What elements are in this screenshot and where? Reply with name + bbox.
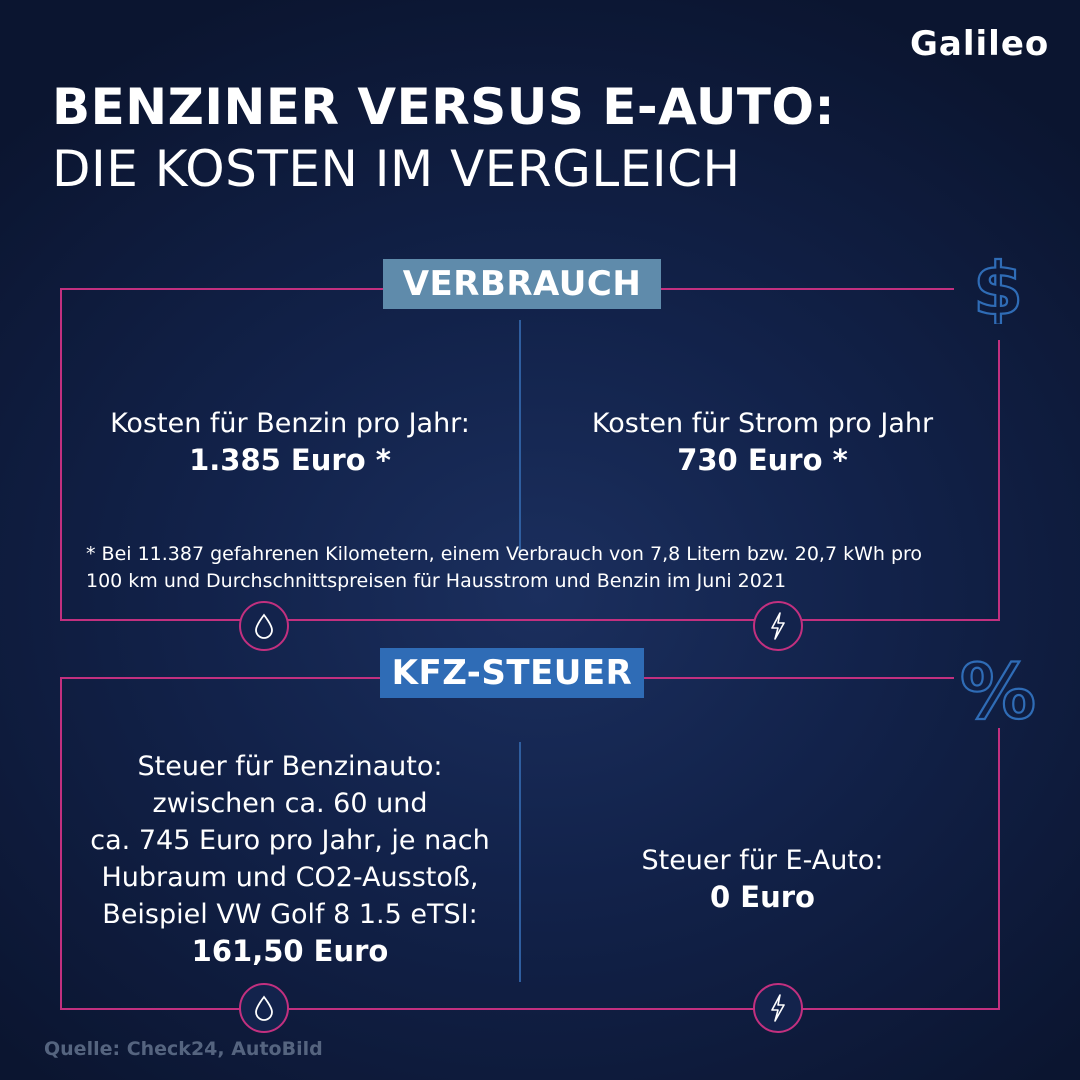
frame-line	[60, 1008, 1000, 1010]
benzin-tax-line-2: zwischen ca. 60 und	[152, 788, 428, 819]
strom-cost-text: Kosten für Strom pro Jahr	[591, 408, 934, 439]
frame-line	[60, 288, 62, 621]
column-divider	[519, 742, 521, 982]
svg-text:%: %	[960, 648, 1036, 728]
frame-line	[60, 677, 62, 1010]
lightning-icon	[753, 601, 803, 651]
steuer-label: KFZ-STEUER	[380, 648, 644, 698]
title-line-1: BENZINER VERSUS E-AUTO:	[52, 78, 836, 136]
benzin-cost-value: 1.385 Euro *	[189, 443, 391, 477]
verbrauch-label: VERBRAUCH	[383, 259, 661, 309]
svg-text:$: $	[973, 248, 1023, 324]
source-credit: Quelle: Check24, AutoBild	[44, 1038, 323, 1060]
eauto-tax-text: Steuer für E-Auto:	[641, 845, 884, 876]
benzin-tax-line-3: ca. 745 Euro pro Jahr, je nach	[90, 825, 490, 856]
frame-line	[660, 288, 954, 290]
drop-icon	[239, 983, 289, 1033]
verbrauch-footnote: * Bei 11.387 gefahrenen Kilometern, eine…	[86, 541, 966, 595]
frame-line	[60, 619, 1000, 621]
benzin-cost-text: Kosten für Benzin pro Jahr:	[110, 408, 470, 439]
benzin-tax-value: 161,50 Euro	[191, 934, 389, 968]
benzin-cost-block: Kosten für Benzin pro Jahr: 1.385 Euro *	[90, 405, 490, 479]
benzin-tax-line-1: Steuer für Benzinauto:	[137, 751, 443, 782]
benzin-tax-line-5: Beispiel VW Golf 8 1.5 eTSI:	[102, 899, 478, 930]
drop-icon	[239, 601, 289, 651]
strom-cost-block: Kosten für Strom pro Jahr 730 Euro *	[560, 405, 965, 479]
benzin-tax-line-4: Hubraum und CO2-Ausstoß,	[101, 862, 479, 893]
eauto-tax-block: Steuer für E-Auto: 0 Euro	[570, 842, 955, 916]
title-line-2: DIE KOSTEN IM VERGLEICH	[52, 140, 741, 198]
frame-line	[60, 288, 384, 290]
dollar-icon: $	[966, 246, 1030, 332]
lightning-icon	[753, 983, 803, 1033]
benzin-tax-block: Steuer für Benzinauto: zwischen ca. 60 u…	[70, 748, 510, 970]
page-title: BENZINER VERSUS E-AUTO: DIE KOSTEN IM VE…	[52, 76, 835, 200]
percent-icon: %	[956, 646, 1040, 737]
frame-line	[644, 677, 954, 679]
frame-line	[60, 677, 380, 679]
footnote-line-2: 100 km und Durchschnittspreisen für Haus…	[86, 570, 787, 592]
column-divider	[519, 320, 521, 552]
strom-cost-value: 730 Euro *	[677, 443, 848, 477]
eauto-tax-value: 0 Euro	[710, 880, 815, 914]
galileo-logo: Galileo	[910, 24, 1050, 64]
frame-line	[998, 340, 1000, 621]
frame-line	[998, 728, 1000, 1010]
footnote-line-1: * Bei 11.387 gefahrenen Kilometern, eine…	[86, 543, 923, 565]
